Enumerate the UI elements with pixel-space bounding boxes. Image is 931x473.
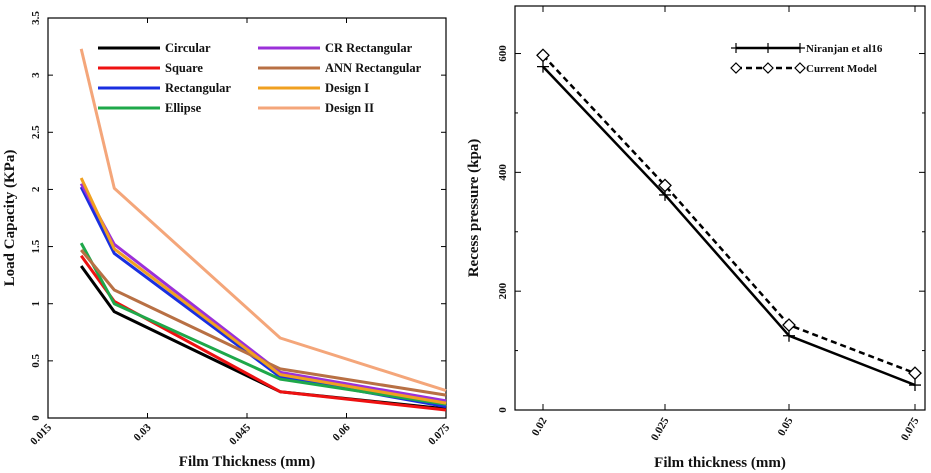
left-y-tick-label: 1.5 (30, 239, 42, 253)
series-line-ann-rectangular (80, 249, 447, 397)
series-line-design-i (79, 177, 447, 405)
right-y-tick-label: 0 (497, 407, 509, 413)
right-x-tick-label: 0.025 (649, 415, 672, 443)
legend-label-ellipse: Ellipse (165, 101, 202, 115)
series-line-cr-rectangular (79, 182, 447, 403)
left-x-tick-label: 0.06 (331, 421, 353, 443)
legend-marker-niranjan-et-al16 (795, 43, 805, 53)
point-marker-current-model (658, 178, 672, 193)
left-y-tick-label: 3 (30, 72, 42, 78)
series-line-square (79, 254, 447, 412)
legend-marker-current-model (762, 62, 774, 74)
left-x-tick-label: 0.075 (426, 421, 452, 447)
legend-label-current-model: Current Model (806, 63, 877, 75)
left-y-axis-label: Load Capacity (KPa) (2, 150, 18, 287)
legend-label-design-i: Design I (325, 81, 369, 95)
left-x-tick-label: 0.03 (132, 421, 154, 443)
legend-label-square: Square (165, 61, 203, 75)
left-y-tick-label: 2 (30, 186, 42, 192)
right-x-tick-label: 0.02 (530, 415, 550, 438)
left-plot-frame (47, 17, 447, 419)
left-y-tick-label: 0 (30, 415, 42, 421)
legend-label-niranjan-et-al16: Niranjan et al16 (806, 43, 883, 55)
left-x-tick-label: 0.045 (227, 421, 253, 447)
right-x-tick-label: 0.075 (899, 415, 922, 443)
series-line-niranjan-et-al16 (542, 65, 916, 387)
left-y-tick-label: 2.5 (30, 125, 42, 139)
right-y-tick-label: 600 (497, 45, 509, 62)
left-y-tick-label: 3.5 (30, 11, 42, 25)
legend-label-cr-rectangular: CR Rectangular (325, 41, 413, 55)
series-line-current-model (542, 54, 916, 375)
right-x-axis-label: Film thickness (mm) (654, 455, 786, 471)
right-plot-frame (514, 5, 926, 411)
legend-label-rectangular: Rectangular (165, 81, 231, 95)
legend-marker-niranjan-et-al16 (731, 43, 741, 53)
point-marker-niranjan-et-al16 (909, 379, 921, 392)
recess-pressure-chart: 0 200 400 600 0.02 0.025 0.05 0.075 Niranjan et… (466, 5, 926, 471)
right-y-tick-label: 200 (497, 282, 509, 299)
series-line-design-ii (79, 48, 447, 393)
left-y-tick-label: 0.5 (30, 353, 42, 367)
legend-label-circular: Circular (165, 41, 211, 55)
right-x-tick-label: 0.05 (776, 415, 796, 438)
point-marker-current-model (908, 366, 922, 381)
legend-marker-current-model (730, 62, 742, 74)
right-y-tick-label: 400 (497, 164, 509, 181)
point-marker-current-model (782, 318, 796, 332)
load-capacity-chart: 00.511.522.533.50.015 0.03 0.045 0.06 0.075 … (2, 11, 452, 470)
series-line-ellipse (79, 242, 447, 406)
right-y-axis-label: Recess pressure (kpa) (466, 139, 482, 278)
left-y-tick-label: 1 (30, 301, 42, 307)
left-x-tick-label: 0.015 (28, 421, 54, 447)
legend-marker-current-model (794, 62, 806, 74)
point-marker-current-model (536, 48, 550, 63)
legend-marker-niranjan-et-al16 (763, 43, 773, 53)
point-marker-niranjan-et-al16 (537, 60, 549, 73)
legend-label-design-ii: Design II (325, 101, 374, 115)
legend-label-ann-rectangular: ANN Rectangular (325, 61, 422, 75)
left-x-axis-label: Film Thickness (mm) (179, 454, 315, 470)
